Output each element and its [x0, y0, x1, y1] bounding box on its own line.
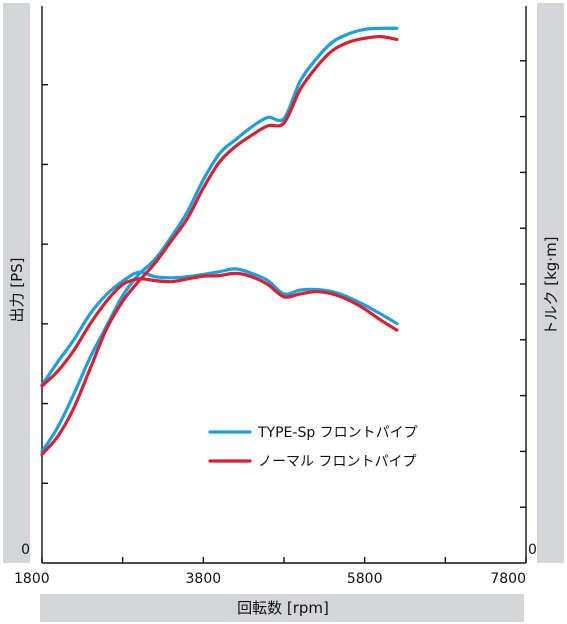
legend: TYPE-Sp フロントパイプ ノーマル フロントパイプ — [208, 425, 418, 470]
series-1-torque-line — [40, 271, 399, 388]
x-tick-label: 1800 — [14, 571, 50, 587]
y-right-axis-title: トルク [kg·m] — [542, 236, 560, 335]
x-axis-ticks: 1800 3800 5800 7800 — [14, 557, 527, 587]
x-tick-label: 7800 — [490, 571, 526, 587]
y-right-zero-label: 0 — [528, 542, 537, 558]
left-axis-bar — [3, 3, 30, 563]
y-left-axis-title: 出力 [PS] — [8, 257, 26, 322]
series-0-torque-line — [40, 267, 399, 387]
series-group — [40, 26, 399, 456]
x-tick-label: 5800 — [347, 571, 383, 587]
y-left-zero-label: 0 — [21, 542, 30, 558]
left-axis-ticks — [42, 84, 48, 484]
series-0-power-line — [40, 26, 399, 454]
legend-label-type-sp: TYPE-Sp フロントパイプ — [257, 425, 418, 441]
x-tick-label: 3800 — [186, 571, 222, 587]
bottom-axis-bar — [40, 594, 524, 622]
series-1-power-line — [40, 34, 399, 456]
right-axis-ticks — [520, 60, 526, 508]
legend-label-normal: ノーマル フロントパイプ — [258, 454, 416, 470]
right-axis-bar — [537, 3, 564, 563]
x-axis-title: 回転数 [rpm] — [237, 599, 329, 617]
